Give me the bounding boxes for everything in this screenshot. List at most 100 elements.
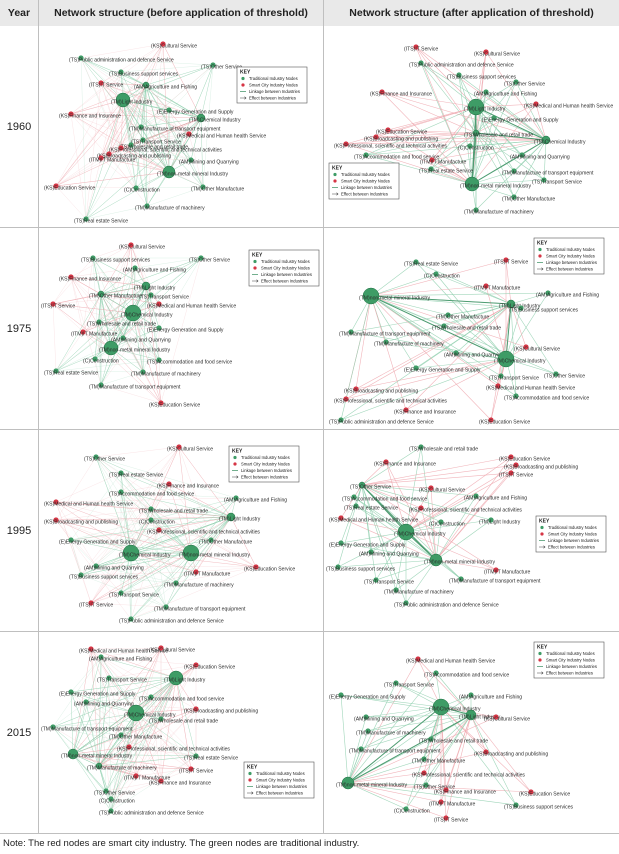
network-edge xyxy=(150,696,162,782)
network-edge xyxy=(361,484,497,571)
legend-traditional: Traditional Industry Nodes xyxy=(256,771,305,776)
legend-traditional: Traditional Industry Nodes xyxy=(249,76,298,81)
traditional-node xyxy=(68,689,74,695)
network-edge xyxy=(475,117,495,134)
network-edge xyxy=(100,99,124,159)
network-edge xyxy=(361,484,407,604)
network-edge xyxy=(105,780,162,792)
network-edge xyxy=(120,708,197,736)
network-edge xyxy=(105,677,177,792)
node-label: (KS)Professional, scientific and technic… xyxy=(334,399,447,405)
network-edge xyxy=(55,519,132,620)
node-label: (TS)Other Service xyxy=(414,785,455,791)
legend-title: KEY xyxy=(332,166,343,172)
network-edge xyxy=(355,303,512,390)
network-edge xyxy=(440,706,447,819)
node-label: (TM)non-metal mineral Industry xyxy=(424,560,496,566)
network-panel-1975-before: (KS)Cultural Service (TS)Business support… xyxy=(39,228,323,429)
network-edge xyxy=(435,519,492,561)
network-edge xyxy=(110,746,130,800)
network-edge xyxy=(100,43,164,84)
network-edge xyxy=(120,491,232,518)
traditional-node xyxy=(233,495,239,501)
network-edge xyxy=(395,559,437,591)
node-label: (KS)Education Service xyxy=(479,420,530,426)
traditional-node xyxy=(168,670,184,686)
smart-city-node xyxy=(508,454,514,460)
network-edge xyxy=(150,696,162,720)
network-edge xyxy=(95,565,257,568)
network-edge xyxy=(340,303,512,421)
network-edge xyxy=(420,62,477,134)
network-edge xyxy=(134,267,144,373)
node-label: (AM)Agriculture and Fishing xyxy=(474,92,537,98)
traditional-node xyxy=(491,115,497,121)
network-edge xyxy=(100,656,197,666)
network-edge xyxy=(375,132,477,138)
legend-title: KEY xyxy=(537,645,548,651)
node-label: (TM)non-metal mineral Industry xyxy=(336,783,408,789)
network-edge xyxy=(458,74,473,185)
smart-city-node xyxy=(413,44,419,50)
traditional-node xyxy=(472,129,480,137)
network-edge xyxy=(370,295,499,387)
network-edge xyxy=(70,497,237,541)
traditional-node xyxy=(468,692,474,698)
smart-city-node xyxy=(176,444,182,450)
node-label: (AM)Mining and Quarrying xyxy=(84,566,144,572)
network-edge xyxy=(80,57,214,66)
node-label: (KS)Cultural Service xyxy=(167,447,213,453)
network-edge xyxy=(365,154,473,185)
network-edge xyxy=(485,91,547,141)
node-label: (TS)Wholesale and retail trade xyxy=(139,509,208,515)
network-edge xyxy=(340,542,437,561)
network-edge xyxy=(365,139,547,156)
network-edge xyxy=(95,456,237,499)
network-edge xyxy=(122,43,164,101)
network-edge xyxy=(361,484,437,561)
network-edge xyxy=(120,566,257,594)
network-edge xyxy=(430,168,473,185)
node-label: (TS)Accommodation and food service xyxy=(354,155,439,161)
network-edge xyxy=(475,81,517,134)
smart-city-node xyxy=(98,155,104,161)
network-edge xyxy=(95,456,232,518)
network-edge xyxy=(94,327,160,360)
network-edge xyxy=(80,57,87,220)
network-edge xyxy=(120,147,204,188)
network-edge xyxy=(340,531,407,544)
traditional-node xyxy=(182,544,200,562)
smart-city-node xyxy=(385,127,391,133)
node-label: (TM)Other Manufacture xyxy=(199,540,252,546)
legend-traditional: Traditional Industry Nodes xyxy=(241,455,290,460)
node-label: (TM)Chemical Industry xyxy=(534,140,586,146)
network-edge xyxy=(130,552,197,573)
smart-city-node xyxy=(508,470,514,476)
legend-swatch xyxy=(538,651,542,656)
network-edge xyxy=(361,484,397,591)
traditional-node xyxy=(196,113,206,123)
network-edge xyxy=(52,726,137,777)
network-edge xyxy=(80,57,122,149)
network-edge xyxy=(200,64,214,119)
network-edge xyxy=(85,647,162,703)
traditional-node xyxy=(362,287,380,305)
legend-swatch xyxy=(247,791,254,795)
traditional-node xyxy=(188,157,194,163)
network-edge xyxy=(435,559,497,571)
network-edge xyxy=(543,139,547,181)
legend-swatch xyxy=(241,76,245,81)
network-edge xyxy=(145,64,214,86)
smart-city-node xyxy=(483,749,489,755)
legend-linkage: Linkage between Industries xyxy=(546,664,597,669)
network-edge xyxy=(108,677,162,782)
network-edge xyxy=(55,519,192,554)
network-edge xyxy=(98,677,110,767)
network-edge xyxy=(80,446,180,576)
network-edge xyxy=(337,559,437,568)
network-edge xyxy=(340,484,363,519)
traditional-node xyxy=(115,92,131,108)
node-label: (ITS)IT Service xyxy=(79,603,113,609)
